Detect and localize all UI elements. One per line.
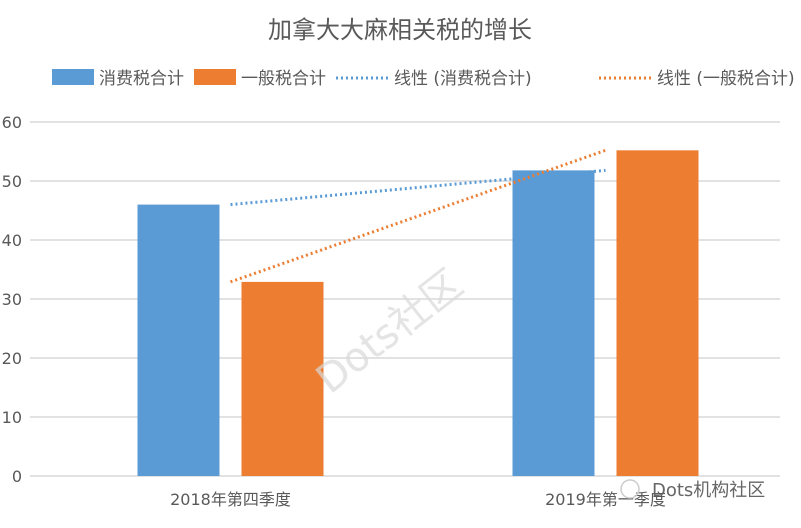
bar-consumption-tax: [512, 170, 595, 476]
trendline-general-tax: [230, 148, 606, 284]
legend-label: 线性 (一般税合计): [657, 69, 795, 89]
y-tick-label: 20: [2, 349, 22, 368]
bars: [137, 150, 699, 476]
y-tick-label: 60: [2, 113, 22, 132]
bar-general-tax: [616, 150, 699, 476]
y-tick-label: 40: [2, 231, 22, 250]
y-tick-label: 0: [12, 467, 22, 486]
y-tick-label: 50: [2, 172, 22, 191]
y-tick-label: 30: [2, 290, 22, 309]
legend-label: 线性 (消费税合计): [394, 69, 532, 89]
y-axis-ticks: 0 10 20 30 40 50 60: [2, 113, 22, 486]
bar-consumption-tax: [137, 204, 220, 476]
legend-label: 消费税合计: [99, 69, 184, 89]
bar-general-tax: [241, 281, 324, 476]
y-tick-label: 10: [2, 408, 22, 427]
x-axis-ticks: 2018年第四季度 2019年第一季度: [170, 490, 666, 509]
legend-swatch: [194, 69, 236, 85]
legend: 消费税合计 一般税合计 线性 (消费税合计) 线性 (一般税合计): [52, 69, 795, 89]
x-tick-label: 2018年第四季度: [170, 490, 291, 509]
watermark-corner-text: Dots机构社区: [652, 480, 765, 501]
legend-label: 一般税合计: [241, 69, 326, 89]
x-tick-label: 2019年第一季度: [545, 490, 666, 509]
chart-title: 加拿大大麻相关税的增长: [268, 16, 532, 44]
watermark-corner: Dots机构社区: [620, 479, 765, 501]
watermark-center: Dots社区: [308, 261, 472, 403]
legend-swatch: [52, 69, 94, 85]
wechat-icon: [620, 479, 640, 499]
trendlines: [230, 148, 606, 284]
